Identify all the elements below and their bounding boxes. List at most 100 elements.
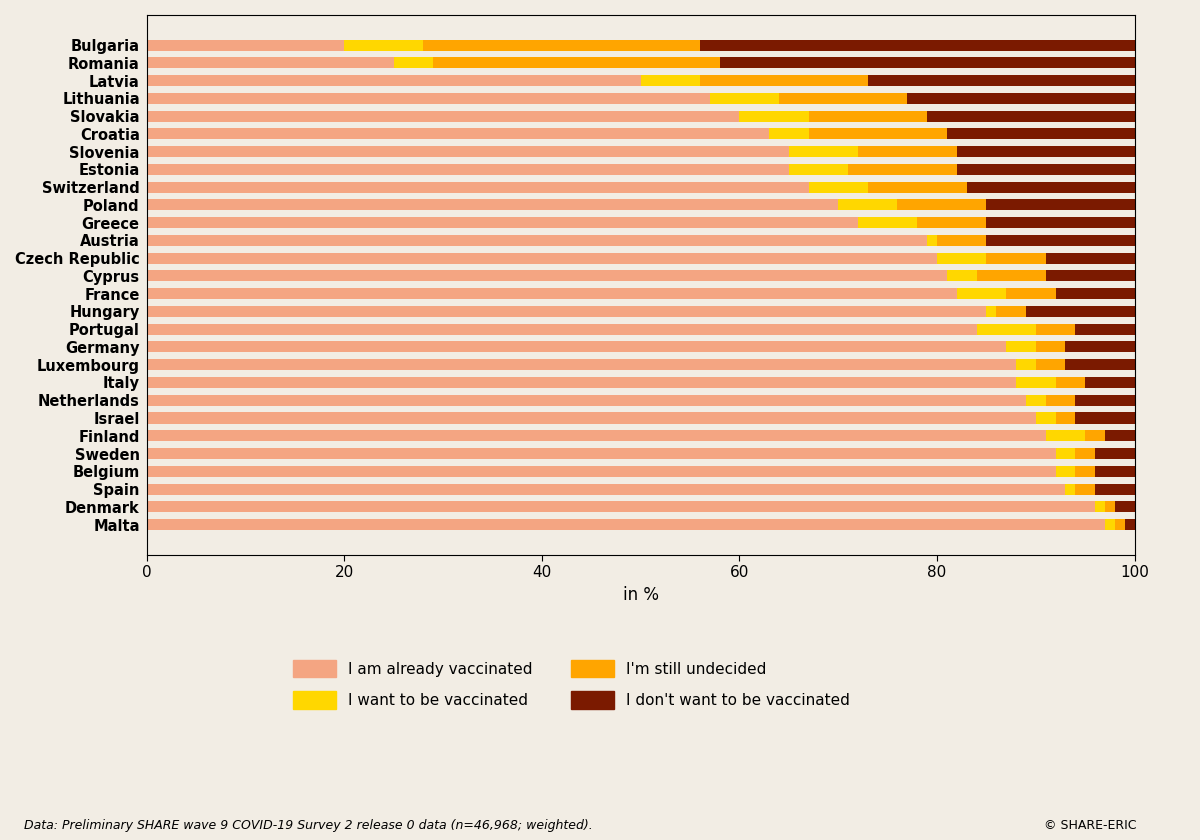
Bar	[146, 270, 947, 281]
Bar	[146, 181, 809, 192]
Bar	[1105, 519, 1115, 530]
Bar	[146, 377, 1016, 388]
Bar	[809, 111, 928, 122]
Bar	[146, 430, 1045, 441]
Bar	[146, 360, 1016, 370]
Bar	[146, 75, 641, 86]
Bar	[146, 199, 839, 210]
Bar	[986, 235, 1134, 246]
Bar	[868, 181, 967, 192]
Bar	[1075, 465, 1096, 477]
Bar	[788, 146, 858, 157]
Bar	[928, 111, 1134, 122]
Bar	[146, 484, 1066, 495]
Bar	[146, 288, 956, 299]
Bar	[986, 306, 996, 317]
Bar	[1096, 501, 1105, 512]
Bar	[986, 199, 1134, 210]
Bar	[709, 92, 779, 104]
Bar	[1066, 484, 1075, 495]
Bar	[146, 306, 986, 317]
Bar	[146, 235, 928, 246]
Bar	[1066, 360, 1134, 370]
Bar	[424, 39, 700, 50]
Bar	[1066, 341, 1134, 353]
Bar	[1115, 501, 1134, 512]
Bar	[1056, 448, 1075, 459]
Bar	[1006, 288, 1056, 299]
Bar	[1096, 465, 1134, 477]
Bar	[146, 92, 709, 104]
Bar	[937, 235, 986, 246]
Bar	[1096, 448, 1134, 459]
Bar	[146, 412, 1036, 423]
Bar	[1045, 395, 1075, 406]
Bar	[146, 111, 739, 122]
Bar	[848, 164, 956, 175]
Bar	[956, 146, 1134, 157]
Bar	[947, 270, 977, 281]
Bar	[769, 129, 809, 139]
Bar	[868, 75, 1134, 86]
Bar	[720, 57, 1134, 68]
Bar	[146, 448, 1056, 459]
Bar	[996, 306, 1026, 317]
Bar	[898, 199, 986, 210]
Bar	[1016, 360, 1036, 370]
Bar	[937, 253, 986, 264]
Bar	[858, 146, 956, 157]
Bar	[809, 181, 868, 192]
Bar	[146, 129, 769, 139]
Bar	[928, 235, 937, 246]
Bar	[1105, 501, 1115, 512]
Text: Data: Preliminary SHARE wave 9 COVID-19 Survey 2 release 0 data (n=46,968; weigh: Data: Preliminary SHARE wave 9 COVID-19 …	[24, 819, 593, 832]
Bar	[146, 57, 394, 68]
Bar	[1096, 484, 1134, 495]
Bar	[344, 39, 424, 50]
Bar	[1124, 519, 1134, 530]
Text: © SHARE-ERIC: © SHARE-ERIC	[1044, 819, 1136, 832]
Bar	[917, 217, 986, 228]
Bar	[146, 341, 1006, 353]
Bar	[1036, 323, 1075, 334]
Bar	[956, 288, 1006, 299]
Bar	[956, 164, 1134, 175]
Bar	[1056, 412, 1075, 423]
Bar	[977, 270, 1045, 281]
Bar	[977, 323, 1036, 334]
Bar	[146, 253, 937, 264]
Bar	[146, 501, 1096, 512]
Bar	[700, 75, 868, 86]
Bar	[1045, 253, 1134, 264]
Bar	[1075, 412, 1134, 423]
Bar	[1026, 395, 1045, 406]
Bar	[146, 323, 977, 334]
Bar	[146, 146, 788, 157]
Bar	[779, 92, 907, 104]
Bar	[146, 164, 788, 175]
Bar	[1036, 412, 1056, 423]
Bar	[788, 164, 848, 175]
Bar	[146, 395, 1026, 406]
X-axis label: in %: in %	[623, 585, 659, 604]
Bar	[1075, 323, 1134, 334]
Bar	[1045, 270, 1134, 281]
Bar	[433, 57, 720, 68]
Bar	[1016, 377, 1056, 388]
Bar	[1105, 430, 1134, 441]
Bar	[146, 465, 1056, 477]
Bar	[1085, 377, 1134, 388]
Bar	[1026, 306, 1134, 317]
Legend: I am already vaccinated, I want to be vaccinated, I'm still undecided, I don't w: I am already vaccinated, I want to be va…	[293, 659, 850, 709]
Bar	[641, 75, 700, 86]
Bar	[1045, 430, 1085, 441]
Bar	[1056, 465, 1075, 477]
Bar	[809, 129, 947, 139]
Bar	[1056, 377, 1085, 388]
Bar	[1075, 395, 1134, 406]
Bar	[839, 199, 898, 210]
Bar	[1115, 519, 1124, 530]
Bar	[394, 57, 433, 68]
Bar	[1075, 448, 1096, 459]
Bar	[1075, 484, 1096, 495]
